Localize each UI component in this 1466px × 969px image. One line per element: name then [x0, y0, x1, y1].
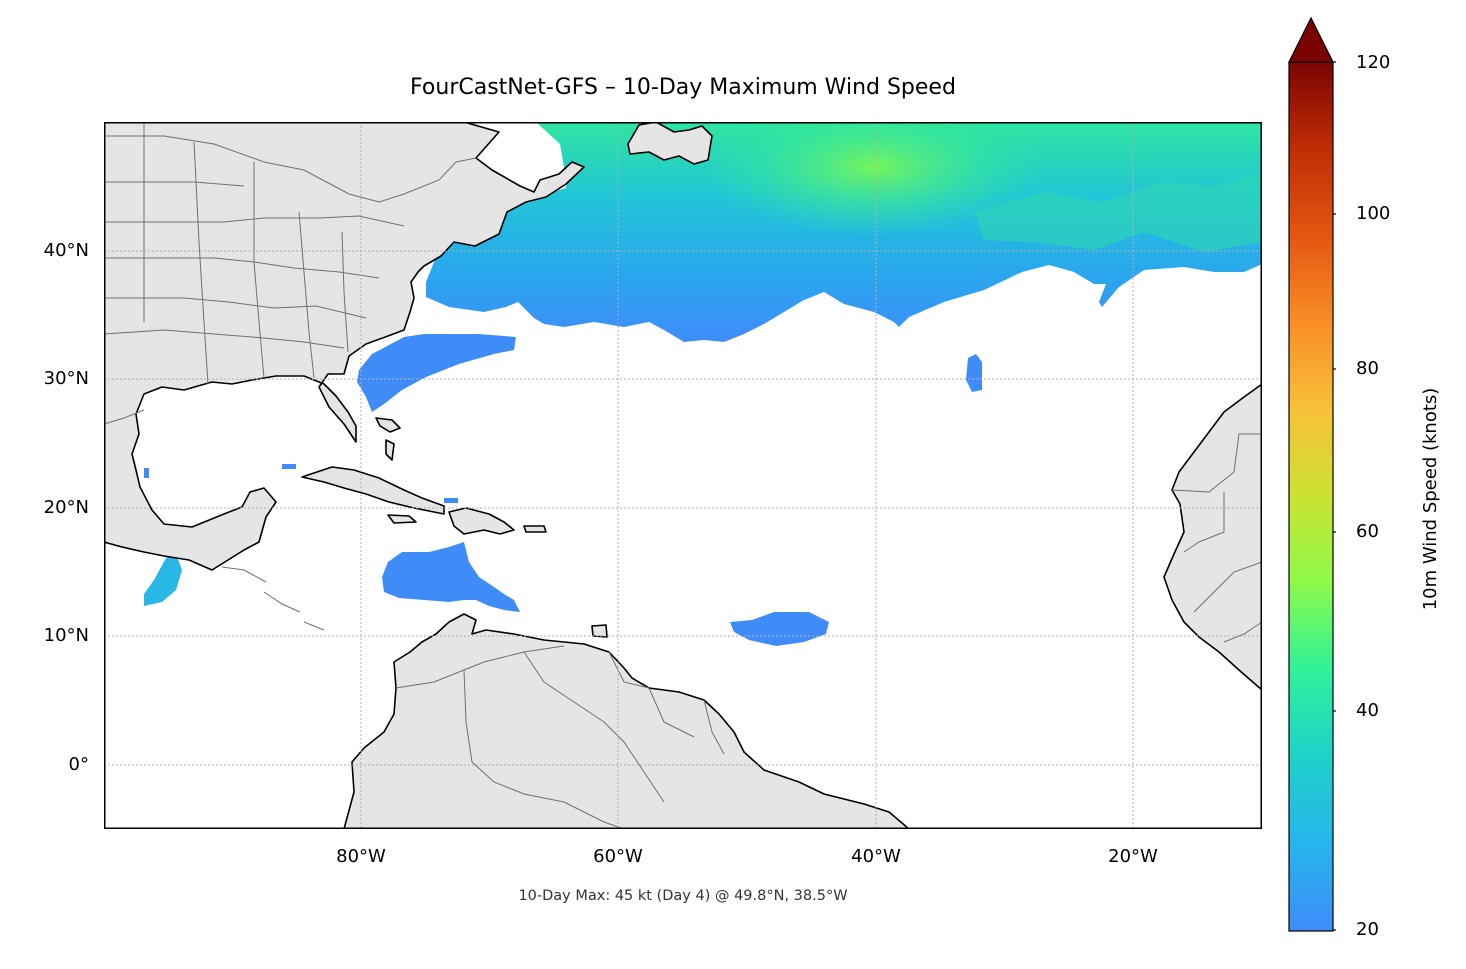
central-america-borders	[221, 566, 325, 631]
map-border	[104, 122, 1262, 829]
wind-patch-azores	[966, 354, 982, 392]
lat-label-0: 0°	[68, 754, 89, 775]
wind-streak	[974, 172, 1262, 252]
colorbar-tick-20: 20	[1356, 919, 1379, 940]
colorbar-label: 10m Wind Speed (knots)	[1420, 387, 1441, 611]
lon-label-80w: 80°W	[336, 846, 386, 867]
south-america-land	[343, 613, 910, 829]
jamaica-land	[387, 514, 417, 524]
wind-pixel	[444, 498, 458, 503]
wind-patch-central-america	[144, 554, 182, 606]
mexico-us-border	[104, 409, 145, 425]
africa-land	[1163, 383, 1262, 691]
lat-label-30n: 30°N	[43, 368, 89, 389]
lon-label-20w: 20°W	[1108, 846, 1158, 867]
lon-label-40w: 40°W	[851, 846, 901, 867]
newfoundland-land	[627, 122, 713, 165]
colorbar-tick-60: 60	[1356, 521, 1379, 542]
colorbar-gradient	[1288, 61, 1334, 932]
wind-core	[704, 122, 1044, 237]
bahamas-land	[375, 417, 401, 461]
lat-label-20n: 20°N	[43, 497, 89, 518]
colorbar-tick-40: 40	[1356, 700, 1379, 721]
colorbar-extend-arrow	[1288, 16, 1334, 63]
map-canvas	[104, 122, 1262, 829]
max-wind-annotation: 10-Day Max: 45 kt (Day 4) @ 49.8°N, 38.5…	[518, 888, 848, 904]
colorbar-tick-120: 120	[1356, 52, 1391, 73]
hispaniola-land	[448, 507, 515, 535]
us-canada-border	[104, 135, 477, 203]
colorbar-graphic	[1288, 16, 1340, 932]
cuba-land	[301, 466, 445, 515]
borders	[104, 122, 1262, 829]
wind-pixel	[144, 468, 149, 478]
colorbar-tick-100: 100	[1356, 203, 1391, 224]
state-borders	[104, 122, 405, 385]
trinidad-land	[591, 624, 608, 638]
north-america-land	[104, 122, 585, 571]
lat-label-10n: 10°N	[43, 625, 89, 646]
africa-borders	[1171, 433, 1262, 643]
map-plot-area[interactable]	[104, 122, 1262, 829]
wind-field	[144, 122, 1262, 646]
wind-patch-caribbean	[382, 542, 520, 612]
colorbar-tick-80: 80	[1356, 358, 1379, 379]
colorbar	[1286, 14, 1340, 934]
south-america-borders	[395, 645, 725, 829]
wind-pixel	[282, 464, 296, 469]
lon-label-60w: 60°W	[593, 846, 643, 867]
gridlines	[104, 122, 1262, 829]
land	[104, 122, 1262, 829]
map-title: FourCastNet-GFS – 10-Day Maximum Wind Sp…	[410, 75, 956, 100]
wind-patch-tropical-wave	[730, 612, 829, 646]
wind-patch-off-georgia	[357, 334, 516, 412]
puerto-rico-land	[523, 525, 547, 533]
lat-label-40n: 40°N	[43, 240, 89, 261]
